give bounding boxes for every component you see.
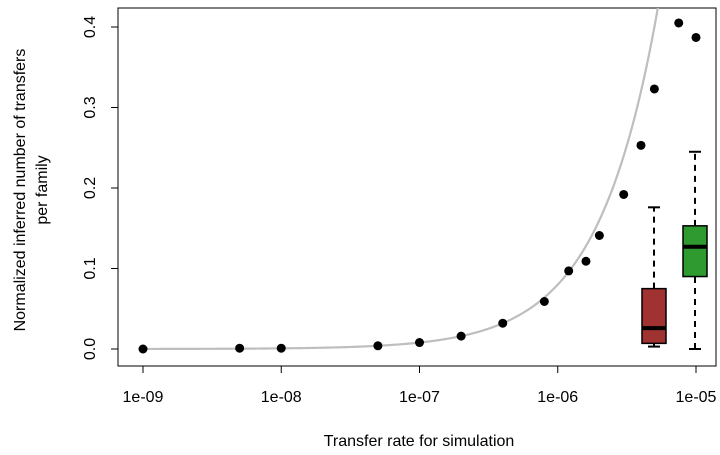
x-axis: 1e-09 1e-08 1e-07 1e-06 1e-05: [123, 365, 717, 406]
data-point: [564, 266, 574, 276]
y-axis-label-line-2: per family: [34, 155, 51, 224]
data-point: [373, 341, 383, 351]
data-point: [498, 318, 508, 328]
data-point: [456, 331, 466, 341]
y-axis: 0.0 0.1 0.2 0.3 0.4: [82, 16, 119, 360]
boxplot-box: [641, 287, 667, 345]
fit-curve-layer: [142, 8, 659, 351]
data-point: [235, 343, 245, 353]
x-tick-label: 1e-05: [676, 389, 717, 406]
data-point: [674, 18, 684, 28]
boxplot-2: [682, 150, 708, 350]
y-tick-label: 0.3: [82, 96, 99, 118]
y-tick-label: 0.0: [82, 338, 99, 360]
data-points-layer: [138, 18, 701, 354]
data-point: [539, 297, 549, 306]
data-point: [276, 343, 286, 353]
data-point: [138, 344, 148, 354]
x-tick-label: 1e-07: [399, 389, 440, 406]
x-tick-label: 1e-06: [537, 389, 578, 406]
data-point: [636, 140, 646, 150]
data-point: [691, 32, 701, 42]
fit-curve: [142, 8, 659, 351]
boxplot-layer: [641, 150, 708, 350]
data-point: [649, 84, 659, 94]
data-point: [594, 231, 604, 240]
data-point: [581, 256, 591, 266]
boxplot-box: [682, 225, 708, 278]
data-point: [415, 338, 424, 348]
y-tick-label: 0.4: [82, 16, 99, 38]
y-axis-label-line-1: Normalized inferred number of transfers: [12, 49, 29, 332]
y-tick-label: 0.2: [82, 177, 99, 199]
data-point: [619, 189, 629, 199]
plot-frame: [117, 7, 717, 367]
x-tick-label: 1e-09: [123, 389, 164, 406]
x-tick-label: 1e-08: [261, 389, 302, 406]
boxplot-1: [641, 206, 667, 348]
y-tick-label: 0.1: [82, 257, 99, 279]
x-axis-label: Transfer rate for simulation: [324, 433, 515, 450]
